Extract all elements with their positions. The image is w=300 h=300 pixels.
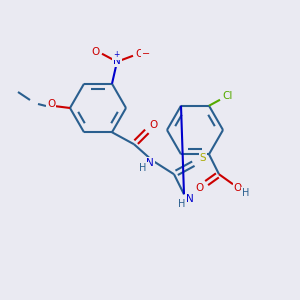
Text: −: − bbox=[142, 49, 150, 59]
Text: N: N bbox=[186, 194, 194, 204]
Text: O: O bbox=[47, 99, 55, 109]
Text: +: + bbox=[113, 50, 119, 59]
Text: N: N bbox=[113, 56, 121, 66]
Text: S: S bbox=[200, 153, 206, 163]
Text: O: O bbox=[195, 183, 203, 193]
Text: O: O bbox=[149, 120, 157, 130]
Text: N: N bbox=[146, 158, 154, 168]
Text: O: O bbox=[92, 47, 100, 57]
Text: H: H bbox=[178, 199, 186, 209]
Text: O: O bbox=[135, 49, 143, 59]
Text: H: H bbox=[139, 163, 147, 173]
Text: O: O bbox=[234, 183, 242, 193]
Text: H: H bbox=[242, 188, 250, 198]
Text: Cl: Cl bbox=[223, 91, 233, 101]
